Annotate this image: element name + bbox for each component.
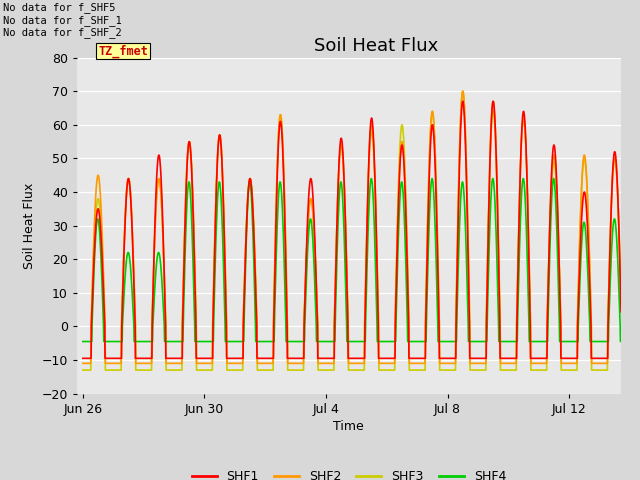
SHF3 bbox=[370, 152, 378, 158]
SHF3 bbox=[551, 160, 559, 166]
SHF4 bbox=[367, 176, 375, 181]
SHF2 bbox=[111, 360, 119, 366]
SHF4 bbox=[323, 339, 330, 345]
SHF3 bbox=[459, 88, 467, 94]
SHF1 bbox=[111, 355, 119, 361]
SHF1 bbox=[314, 322, 321, 328]
SHF3 bbox=[111, 367, 119, 373]
SHF4 bbox=[371, 217, 378, 223]
SHF2 bbox=[459, 88, 467, 94]
Title: Soil Heat Flux: Soil Heat Flux bbox=[314, 36, 438, 55]
SHF3 bbox=[314, 314, 321, 320]
SHF4 bbox=[551, 180, 559, 186]
SHF4 bbox=[111, 339, 119, 345]
SHF1 bbox=[626, 355, 634, 361]
SHF4 bbox=[431, 209, 438, 215]
X-axis label: Time: Time bbox=[333, 420, 364, 433]
SHF3 bbox=[79, 367, 86, 373]
SHF4 bbox=[626, 339, 634, 345]
SHF3 bbox=[323, 367, 330, 373]
SHF4 bbox=[79, 339, 86, 345]
Line: SHF2: SHF2 bbox=[83, 91, 630, 363]
SHF2 bbox=[323, 360, 330, 366]
SHF1 bbox=[79, 355, 86, 361]
SHF2 bbox=[314, 314, 321, 320]
SHF1 bbox=[370, 143, 378, 149]
Legend: SHF1, SHF2, SHF3, SHF4: SHF1, SHF2, SHF3, SHF4 bbox=[186, 465, 511, 480]
SHF2 bbox=[431, 128, 438, 133]
SHF2 bbox=[626, 360, 634, 366]
Text: TZ_fmet: TZ_fmet bbox=[98, 44, 148, 58]
SHF1 bbox=[551, 144, 559, 150]
Text: No data for f_SHF5
No data for f_SHF_1
No data for f_SHF_2: No data for f_SHF5 No data for f_SHF_1 N… bbox=[3, 2, 122, 38]
SHF1 bbox=[323, 355, 330, 361]
SHF2 bbox=[79, 360, 86, 366]
SHF3 bbox=[626, 367, 634, 373]
SHF2 bbox=[370, 146, 378, 152]
Line: SHF1: SHF1 bbox=[83, 101, 630, 358]
SHF3 bbox=[431, 128, 438, 133]
SHF1 bbox=[431, 142, 438, 147]
Line: SHF3: SHF3 bbox=[83, 91, 630, 370]
Line: SHF4: SHF4 bbox=[83, 179, 630, 342]
SHF1 bbox=[459, 98, 467, 104]
Y-axis label: Soil Heat Flux: Soil Heat Flux bbox=[23, 182, 36, 269]
SHF4 bbox=[314, 339, 321, 345]
SHF2 bbox=[551, 154, 559, 160]
